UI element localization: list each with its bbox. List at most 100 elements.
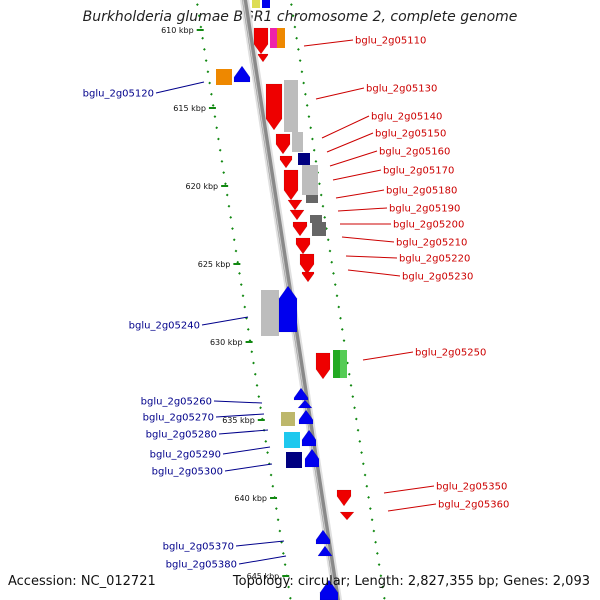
scale-tick-left [234,249,238,253]
scale-tick-right [360,451,363,454]
gene-arrow [304,448,320,468]
gene-leader-line [155,81,205,94]
gene-block [333,350,340,378]
scale-label: 625 kbp [198,260,231,269]
scale-tick-left [197,14,201,18]
scale-tick-left [196,3,199,6]
gene-block [292,132,303,152]
scale-tick-right [370,518,374,522]
scale-tick-left [281,552,285,555]
gene-leader-line [201,316,249,326]
scale-label: 640 kbp [234,494,267,503]
scale-tick-left [211,104,215,107]
gene-label-right: bglu_2g05200 [393,220,464,231]
scale-tick-left [208,81,212,85]
map-title: Burkholderia glumae BGR1 chromosome 2, c… [82,9,518,25]
scale-tick-left [210,92,213,96]
gene-arrow [301,429,317,447]
gene-arrow [319,579,339,600]
scale-tick-right [293,25,297,29]
scale-label: 615 kbp [173,104,206,113]
scale-tick-left [288,596,292,600]
scale-tick-right [354,417,358,421]
scale-tick-left [287,585,290,589]
gene-label-right: bglu_2g05180 [386,186,457,197]
scale-tick-right [377,563,381,566]
topology-text: Topology: circular; Length: 2,827,355 bp… [232,574,590,589]
gene-label-right: bglu_2g05190 [389,204,460,215]
scale-tick-right [328,249,332,253]
gene-leader-line [235,540,285,547]
gene-label-left: bglu_2g05120 [83,89,154,100]
scale-tick-right [351,395,355,398]
gene-label-right: bglu_2g05140 [371,112,442,123]
scale-tick-right [358,440,362,443]
scale-tick-right [311,137,314,141]
gene-leader-line [337,207,388,212]
scale-tick-left [241,294,245,298]
scale-tick-left [243,305,247,309]
gene-leader-line [329,150,378,167]
gene-block [262,0,270,8]
scale-tick-right [309,126,313,130]
scale-tick-left [266,451,269,454]
scale-tick-left [239,283,243,286]
gene-block [302,165,318,195]
gene-leader-line [321,115,370,139]
scale-tick-right [321,204,325,208]
scale-tick-left [204,59,208,62]
gene-arrow [298,409,314,425]
scale-tick-right [291,14,295,18]
gene-arrow [233,65,251,83]
scale-tick-right [312,148,316,152]
gene-arrow [315,352,331,380]
scale-tick-right [368,507,372,510]
gene-leader-line [213,400,263,404]
gene-label-left: bglu_2g05280 [146,430,217,441]
scale-tick-right [337,305,341,309]
gene-leader-line [383,485,435,494]
scale-tick-right [335,294,339,298]
scale-tick-left [252,361,255,365]
gene-leader-line [345,255,398,259]
accession-text: Accession: NC_012721 [8,574,156,589]
gene-leader-line [238,555,287,565]
gene-block [284,80,298,132]
scale-tick-left [246,328,250,331]
gene-label-right: bglu_2g05350 [436,482,507,493]
gene-label-left: bglu_2g05370 [163,542,234,553]
scale-tick-right [374,540,377,544]
scale-tick-left [201,36,205,40]
gene-leader-line [362,351,414,361]
scale-tick-right [361,462,365,466]
scale-tick-right [381,585,384,589]
scale-tick-right [379,574,383,578]
scale-label: 645 kbp [247,572,280,581]
scale-tick-left [276,518,280,522]
scale-tick-left [264,440,268,443]
gene-label-right: bglu_2g05220 [399,254,470,265]
gene-arrow [283,169,299,201]
scale-tick-right [339,316,342,320]
gene-arrow [301,271,315,283]
scale-tick-left [278,529,282,533]
gene-label-left: bglu_2g05290 [150,450,221,461]
gene-block [284,432,300,448]
scale-tick-right [372,529,376,533]
gene-block [306,195,318,203]
scale-tick-left [224,182,227,186]
scale-tick-right [305,104,309,107]
scale-tick-left [199,25,203,29]
scale-tick-left [222,171,226,174]
scale-tick-right [319,193,323,197]
gene-label-right: bglu_2g05150 [375,129,446,140]
scale-tick-right [326,238,330,242]
gene-leader-line [341,236,395,243]
gene-arrow [278,285,298,333]
gene-arrow [299,253,315,275]
scale-tick-right [347,372,351,376]
scale-tick-right [382,596,386,600]
scale-tick-left [283,563,287,566]
gene-label-right: bglu_2g05210 [396,238,467,249]
